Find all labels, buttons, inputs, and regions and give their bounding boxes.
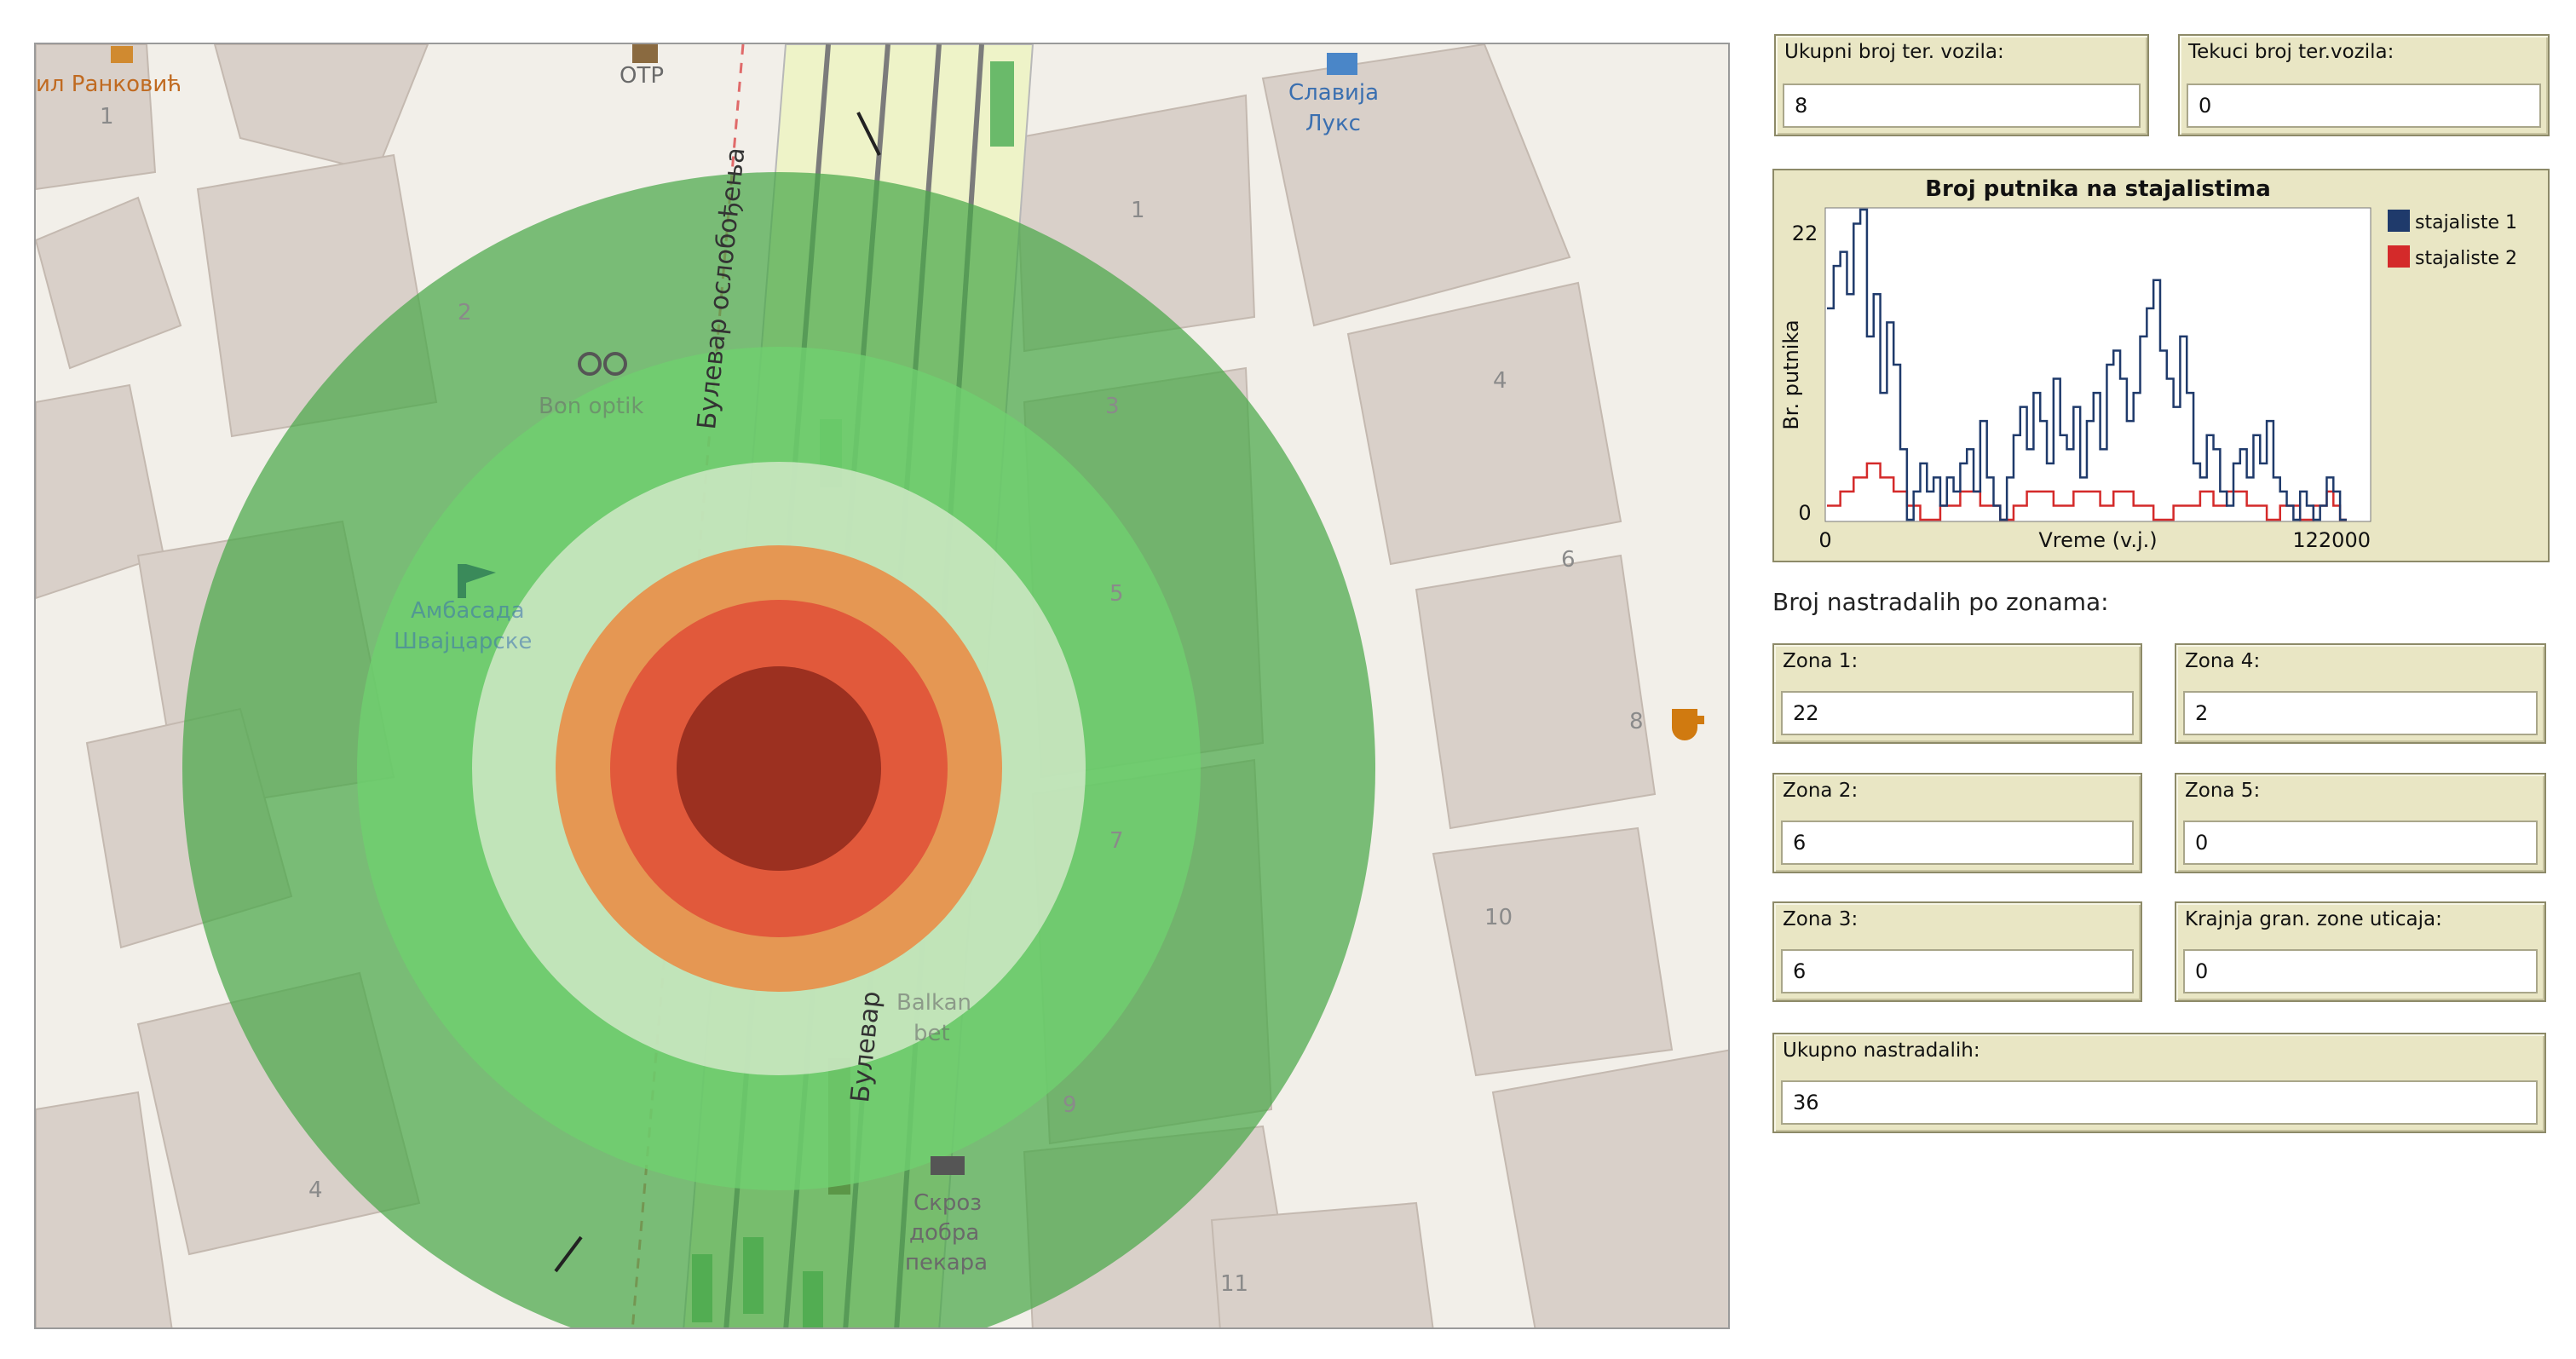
monitor-current-vehicles: Tekuci broj ter.vozila: 0 (2178, 34, 2550, 136)
plot-area (1824, 207, 2371, 522)
monitor-total-vehicles: Ukupni broj ter. vozila: 8 (1774, 34, 2149, 136)
monitor-zone-5: Zona 5: 0 (2175, 773, 2546, 873)
building (1210, 1201, 1434, 1327)
monitor-value: 0 (2183, 949, 2538, 993)
house-number: 10 (1484, 905, 1513, 930)
bank-icon (111, 46, 133, 63)
building (1261, 44, 1571, 327)
monitor-label: Tekuci broj ter.vozila: (2188, 41, 2394, 63)
x-tick-label: 0 (1818, 528, 1831, 552)
building (36, 196, 182, 370)
impact-zones (182, 172, 1375, 1327)
map-view[interactable]: 1 1 2 3 4 4 5 6 7 8 9 10 11 ил Ранковић … (34, 43, 1730, 1329)
house-number: 4 (1493, 368, 1507, 394)
house-number: 1 (1131, 198, 1145, 223)
building (1432, 826, 1674, 1077)
flag-icon (458, 564, 466, 598)
house-number: 8 (1629, 709, 1644, 734)
monitor-label: Krajnja gran. zone uticaja: (2185, 908, 2442, 930)
monitor-value: 0 (2183, 821, 2538, 865)
house-number: 5 (1109, 581, 1124, 607)
plot-title: Broj putnika na stajalistima (1925, 176, 2271, 202)
house-number: 6 (1561, 547, 1576, 573)
series-line-stajaliste-2 (1827, 462, 2347, 521)
monitor-zone-3: Zona 3: 6 (1772, 901, 2142, 1002)
series-line-stajaliste-1 (1827, 208, 2347, 521)
embassy-label: Швајцарске (394, 629, 533, 654)
monitor-value: 36 (1781, 1080, 2538, 1125)
bakery-label: добра (909, 1220, 980, 1246)
map-icons (111, 44, 1704, 1273)
arrow-icon (856, 112, 881, 156)
bakery-label: Скроз (913, 1190, 983, 1216)
core-circle (677, 666, 881, 871)
monitor-value: 6 (1781, 949, 2134, 993)
monitor-zone-2: Zona 2: 6 (1772, 773, 2142, 873)
bank-label: OTP (620, 63, 665, 89)
house-number: 1 (100, 104, 114, 130)
building (36, 44, 157, 191)
building (1491, 1049, 1728, 1327)
atm-icon (632, 44, 658, 63)
bakery-label: пекара (905, 1250, 988, 1276)
passengers-plot: Broj putnika na stajalistima 22 0 0 1220… (1772, 169, 2550, 562)
house-number: 3 (1105, 394, 1120, 419)
cafe-icon (1672, 709, 1704, 740)
monitor-value: 2 (2183, 691, 2538, 735)
monitor-value: 6 (1781, 821, 2134, 865)
optician-label: Bon optik (539, 394, 644, 419)
x-tick-label: 122000 (2292, 528, 2371, 552)
monitor-total-casualties: Ukupno nastradalih: 36 (1772, 1033, 2546, 1133)
monitor-label: Zona 4: (2185, 650, 2261, 672)
y-axis-label: Br. putnika (1779, 320, 1803, 429)
hotel-label: Лукс (1305, 111, 1361, 136)
map-canvas (36, 44, 1728, 1327)
house-number: 2 (458, 300, 472, 325)
house-number: 7 (1109, 828, 1124, 854)
monitor-label: Ukupni broj ter. vozila: (1784, 41, 2004, 63)
street-label: ил Ранковић (36, 72, 182, 97)
monitor-label: Zona 2: (1783, 780, 1859, 802)
optician-icon (578, 352, 602, 376)
monitor-label: Ukupno nastradalih: (1783, 1039, 1980, 1062)
monitor-zone-1: Zona 1: 22 (1772, 643, 2142, 744)
building (36, 1091, 173, 1327)
monitor-label: Zona 5: (2185, 780, 2261, 802)
monitor-label: Zona 3: (1783, 908, 1859, 930)
x-axis-label: Vreme (v.j.) (2038, 528, 2157, 552)
monitor-impact-boundary: Krajnja gran. zone uticaja: 0 (2175, 901, 2546, 1002)
betting-label: Balkan (896, 990, 972, 1016)
monitor-zone-4: Zona 4: 2 (2175, 643, 2546, 744)
bakery-icon (931, 1156, 965, 1175)
betting-label: bet (913, 1021, 950, 1046)
legend-label: stajaliste 2 (2415, 248, 2517, 269)
building (213, 44, 429, 174)
monitor-value: 22 (1781, 691, 2134, 735)
section-title: Broj nastradalih po zonama: (1772, 588, 2109, 616)
monitor-value: 8 (1783, 83, 2141, 128)
plot-canvas: Broj putnika na stajalistima 22 0 0 1220… (1779, 176, 2517, 552)
y-tick-label: 22 (1792, 222, 1818, 245)
legend-label: stajaliste 1 (2415, 212, 2517, 233)
house-number: 9 (1063, 1092, 1077, 1118)
monitor-value: 0 (2187, 83, 2541, 128)
building (1346, 281, 1622, 566)
hotel-icon (1327, 53, 1357, 75)
building (1415, 554, 1657, 830)
legend-swatch-stajaliste-2 (2388, 245, 2410, 268)
embassy-label: Амбасада (411, 598, 525, 624)
arrow-icon (554, 1235, 583, 1273)
monitor-label: Zona 1: (1783, 650, 1859, 672)
y-tick-label: 0 (1798, 501, 1811, 525)
legend-swatch-stajaliste-1 (2388, 210, 2410, 232)
house-number: 4 (308, 1178, 323, 1203)
hotel-label: Славија (1288, 80, 1380, 106)
house-number: 11 (1220, 1271, 1249, 1297)
